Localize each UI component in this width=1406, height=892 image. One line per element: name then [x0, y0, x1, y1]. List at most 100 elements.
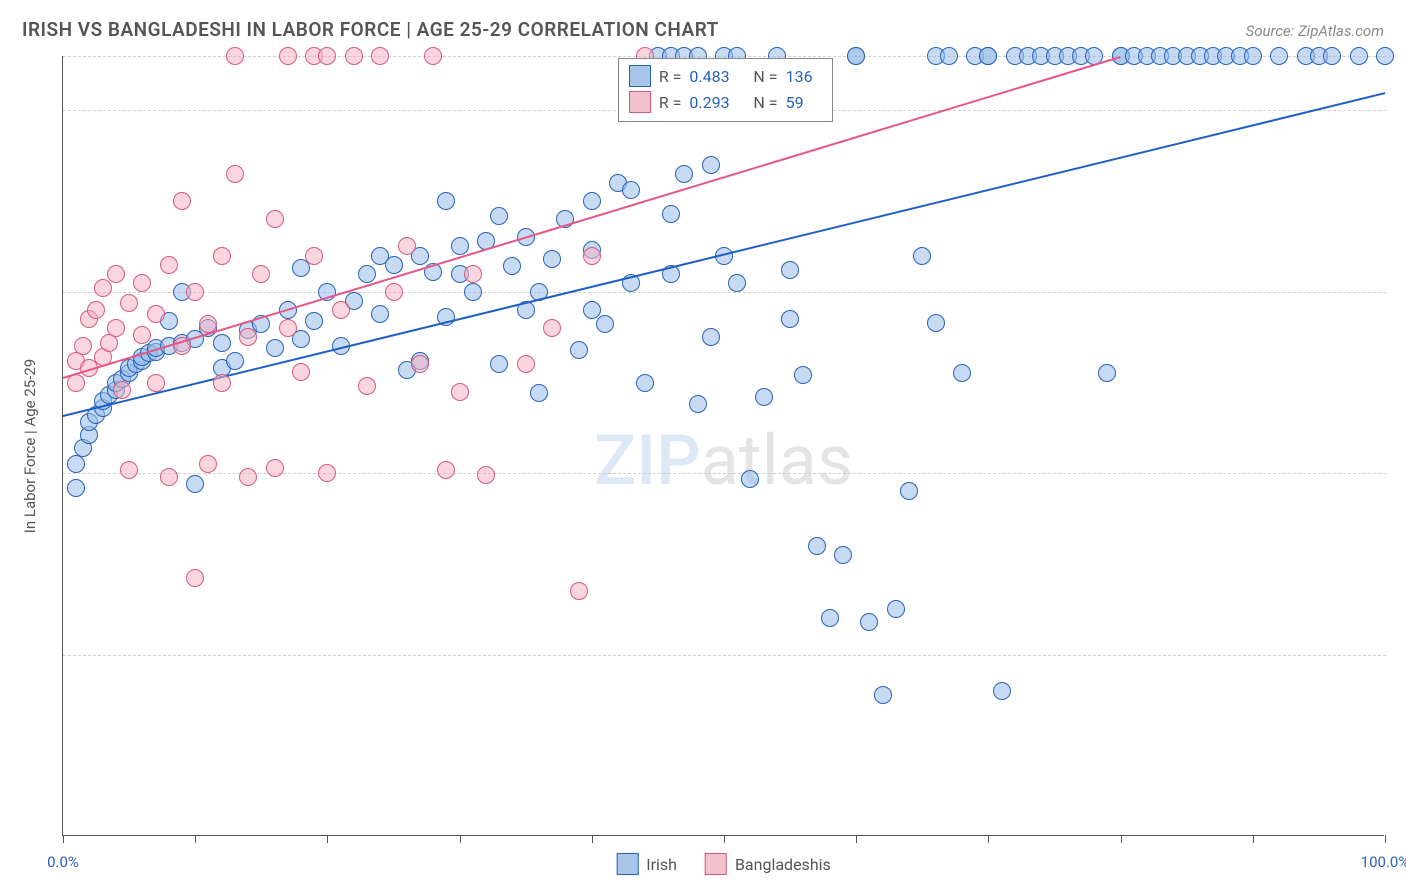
data-point-bangladeshis	[113, 381, 131, 399]
data-point-irish	[583, 301, 601, 319]
data-point-bangladeshis	[252, 265, 270, 283]
data-point-bangladeshis	[318, 47, 336, 65]
chart-container: IRISH VS BANGLADESHI IN LABOR FORCE | AG…	[0, 0, 1406, 892]
stats-legend: R =0.483N =136R =0.293N =59	[618, 58, 833, 122]
data-point-bangladeshis	[107, 265, 125, 283]
data-point-bangladeshis	[107, 319, 125, 337]
data-point-irish	[451, 237, 469, 255]
x-tick	[856, 835, 857, 843]
gridline-h	[63, 292, 1386, 293]
data-point-bangladeshis	[477, 466, 495, 484]
data-point-bangladeshis	[213, 374, 231, 392]
data-point-bangladeshis	[239, 468, 257, 486]
title-bar: IRISH VS BANGLADESHI IN LABOR FORCE | AG…	[22, 18, 1384, 41]
data-point-irish	[464, 283, 482, 301]
data-point-irish	[913, 247, 931, 265]
data-point-irish	[993, 682, 1011, 700]
series-legend: Irish Bangladeshis	[616, 853, 831, 875]
data-point-irish	[847, 47, 865, 65]
legend-n-key: N =	[753, 93, 777, 112]
data-point-irish	[570, 341, 588, 359]
data-point-bangladeshis	[371, 47, 389, 65]
data-point-irish	[437, 192, 455, 210]
data-point-bangladeshis	[186, 283, 204, 301]
data-point-bangladeshis	[464, 265, 482, 283]
data-point-bangladeshis	[411, 355, 429, 373]
data-point-irish	[940, 47, 958, 65]
x-tick	[460, 835, 461, 843]
data-point-irish	[781, 261, 799, 279]
data-point-irish	[490, 207, 508, 225]
data-point-bangladeshis	[292, 363, 310, 381]
data-point-bangladeshis	[147, 305, 165, 323]
data-point-irish	[874, 686, 892, 704]
data-point-irish	[979, 47, 997, 65]
data-point-irish	[636, 374, 654, 392]
data-point-irish	[794, 366, 812, 384]
data-point-irish	[887, 600, 905, 618]
data-point-irish	[834, 546, 852, 564]
data-point-irish	[1244, 47, 1262, 65]
legend-r-key: R =	[659, 93, 682, 112]
data-point-irish	[503, 257, 521, 275]
data-point-irish	[371, 247, 389, 265]
legend-r-value-irish: 0.483	[689, 67, 745, 86]
legend-n-value-bangladeshis: 59	[786, 93, 822, 112]
data-point-irish	[67, 479, 85, 497]
legend-swatch-bangladeshis	[629, 91, 651, 113]
stats-legend-row-bangladeshis: R = 0.293 N = 59	[629, 89, 822, 115]
data-point-bangladeshis	[345, 47, 363, 65]
x-tick	[1385, 835, 1386, 843]
series-legend-label-irish: Irish	[646, 855, 677, 874]
data-point-bangladeshis	[437, 461, 455, 479]
data-point-bangladeshis	[226, 165, 244, 183]
data-point-bangladeshis	[266, 210, 284, 228]
data-point-bangladeshis	[385, 283, 403, 301]
data-point-irish	[622, 181, 640, 199]
data-point-irish	[186, 475, 204, 493]
x-tick	[63, 835, 64, 843]
data-point-bangladeshis	[186, 569, 204, 587]
data-point-irish	[226, 352, 244, 370]
data-point-irish	[821, 609, 839, 627]
series-legend-label-bangladeshis: Bangladeshis	[735, 855, 831, 874]
data-point-bangladeshis	[358, 377, 376, 395]
data-point-bangladeshis	[583, 247, 601, 265]
data-point-irish	[1323, 47, 1341, 65]
gridline-h	[63, 655, 1386, 656]
series-legend-item-irish: Irish	[616, 853, 677, 875]
data-point-irish	[689, 395, 707, 413]
data-point-irish	[953, 364, 971, 382]
data-point-irish	[741, 470, 759, 488]
plot-area: ZIPatlas 70.0%80.0%90.0%100.0%0.0%100.0%…	[62, 56, 1384, 836]
data-point-irish	[67, 455, 85, 473]
source-label: Source: ZipAtlas.com	[1246, 22, 1384, 40]
x-tick	[1121, 835, 1122, 843]
x-tick	[988, 835, 989, 843]
data-point-irish	[1098, 364, 1116, 382]
data-point-bangladeshis	[94, 279, 112, 297]
x-tick	[724, 835, 725, 843]
data-point-bangladeshis	[173, 192, 191, 210]
x-tick-label: 0.0%	[47, 853, 79, 871]
gridline-h	[63, 473, 1386, 474]
data-point-irish	[371, 305, 389, 323]
legend-swatch-irish	[629, 65, 651, 87]
watermark-part1: ZIP	[594, 420, 701, 502]
data-point-bangladeshis	[226, 47, 244, 65]
x-tick	[592, 835, 593, 843]
data-point-irish	[927, 314, 945, 332]
data-point-bangladeshis	[147, 374, 165, 392]
x-tick	[1253, 835, 1254, 843]
data-point-bangladeshis	[424, 47, 442, 65]
trend-line-bangladeshis	[63, 56, 1121, 379]
data-point-irish	[213, 334, 231, 352]
data-point-bangladeshis	[239, 328, 257, 346]
watermark: ZIPatlas	[594, 420, 853, 502]
data-point-irish	[1350, 47, 1368, 65]
data-point-bangladeshis	[318, 464, 336, 482]
data-point-irish	[1270, 47, 1288, 65]
legend-r-key: R =	[659, 67, 682, 86]
data-point-bangladeshis	[398, 237, 416, 255]
legend-r-value-bangladeshis: 0.293	[689, 93, 745, 112]
